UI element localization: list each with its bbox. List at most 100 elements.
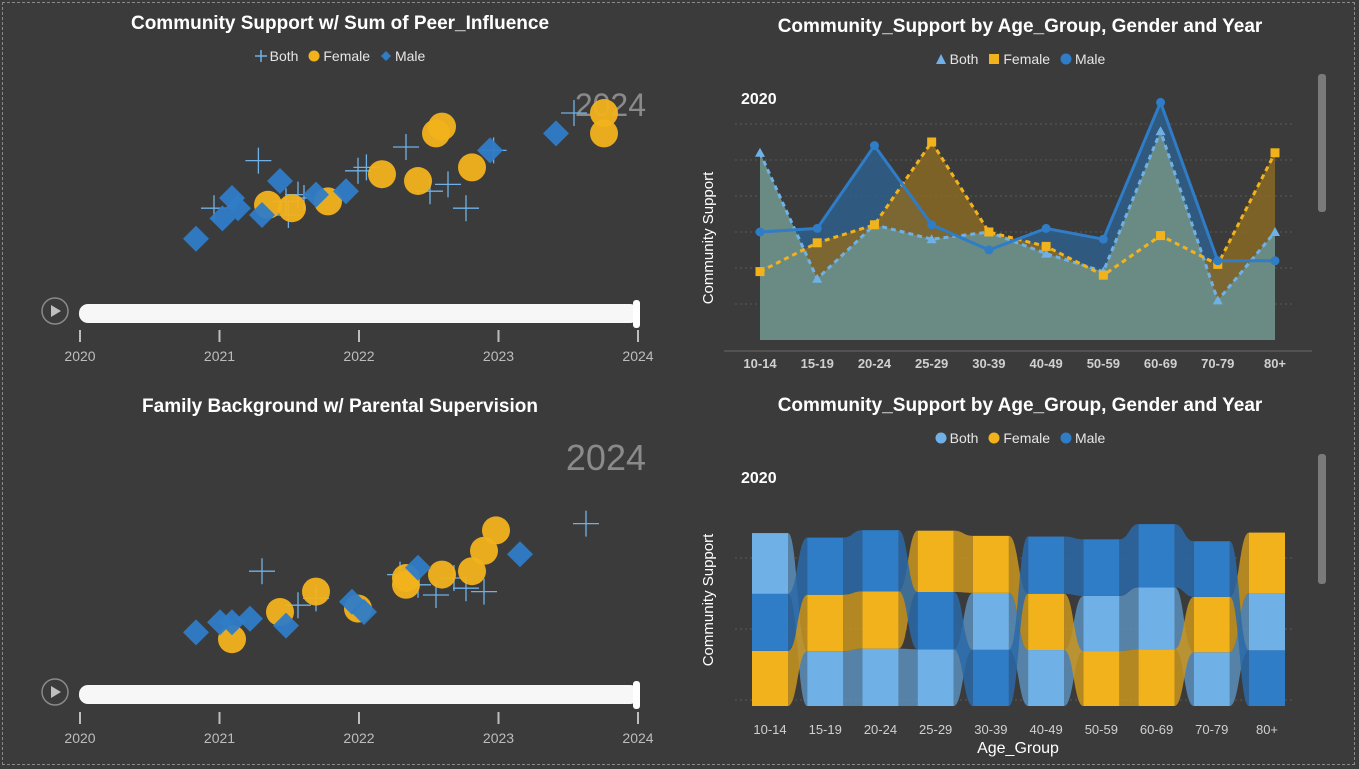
ribbon-male[interactable] [1229, 541, 1249, 706]
data-point-both[interactable] [249, 558, 275, 585]
ribbon-bar-segment-both[interactable] [807, 651, 844, 706]
ribbon-male[interactable] [953, 592, 973, 706]
ribbon-female[interactable] [1174, 596, 1194, 706]
peer-influence-scatter-visual[interactable]: Community Support w/ Sum of Peer_Influen… [10, 8, 670, 380]
data-marker-both[interactable] [1041, 248, 1052, 258]
vertical-scrollbar[interactable] [1318, 74, 1326, 212]
legend-item-female[interactable]: Female [308, 48, 370, 64]
ribbon-bar-segment-male[interactable] [1028, 536, 1065, 594]
series-line-both[interactable] [758, 126, 1277, 304]
data-point-female[interactable] [368, 160, 396, 189]
ribbon-bar-segment-female[interactable] [1083, 651, 1120, 706]
ribbon-bar-segment-female[interactable] [1028, 593, 1065, 651]
ribbon-bar-segment-both[interactable] [752, 533, 788, 594]
parental-supervision-scatter-visual[interactable]: Family Background w/ Parental Supervisio… [10, 388, 670, 760]
data-point-both[interactable] [435, 171, 461, 198]
ribbon-bar-segment-both[interactable] [1083, 595, 1120, 652]
legend-item-male[interactable]: Male [1060, 51, 1105, 67]
ribbon-bar-segment-male[interactable] [1249, 650, 1285, 706]
legend-item-both[interactable]: Both [254, 48, 298, 64]
data-marker-female[interactable] [984, 227, 994, 237]
ribbon-bar-segment-female[interactable] [972, 535, 1009, 593]
data-point-both[interactable] [393, 134, 419, 160]
ribbon-male[interactable] [1064, 536, 1084, 596]
data-marker-male[interactable] [1213, 256, 1223, 266]
data-point-male[interactable] [183, 225, 209, 252]
ribbon-male[interactable] [1008, 536, 1029, 706]
legend-item-both[interactable]: Both [935, 51, 978, 67]
ribbon-both[interactable] [843, 648, 863, 706]
data-point-both[interactable] [561, 100, 587, 126]
play-button[interactable] [41, 678, 69, 706]
data-marker-male[interactable] [927, 220, 937, 230]
play-axis-year-label[interactable]: 2022 [343, 730, 374, 746]
data-point-female[interactable] [278, 194, 306, 223]
legend-item-female[interactable]: Female [988, 430, 1050, 446]
data-point-female[interactable] [218, 625, 246, 654]
play-axis-handle[interactable] [633, 300, 640, 328]
data-marker-female[interactable] [1270, 148, 1280, 158]
data-marker-female[interactable] [755, 267, 765, 277]
ribbon-bar-segment-female[interactable] [752, 650, 788, 706]
ribbon-bar-segment-male[interactable] [1083, 539, 1120, 596]
ribbon-both[interactable] [898, 648, 918, 706]
data-marker-male[interactable] [1156, 97, 1166, 107]
ribbon-bar-segment-both[interactable] [1028, 650, 1065, 706]
data-point-male[interactable] [267, 168, 293, 194]
ribbon-female[interactable] [1064, 593, 1084, 706]
ribbon-bar-segment-both[interactable] [1193, 652, 1230, 706]
data-point-female[interactable] [482, 516, 510, 545]
data-marker-male[interactable] [984, 245, 994, 255]
ribbon-bar-segment-male[interactable] [917, 592, 954, 650]
data-point-male[interactable] [333, 178, 359, 205]
ribbon-bar-segment-male[interactable] [862, 530, 899, 592]
data-point-female[interactable] [302, 577, 330, 606]
data-marker-male[interactable] [1270, 256, 1280, 266]
ribbon-bar-segment-both[interactable] [917, 649, 954, 706]
data-marker-female[interactable] [812, 238, 822, 248]
ribbon-male[interactable] [1119, 524, 1139, 596]
data-point-male[interactable] [225, 195, 251, 222]
data-marker-both[interactable] [1155, 126, 1166, 136]
data-marker-male[interactable] [1041, 223, 1051, 233]
ribbon-male[interactable] [1174, 524, 1194, 597]
data-marker-both[interactable] [926, 234, 937, 244]
ribbon-female[interactable] [843, 591, 863, 652]
ribbon-male[interactable] [843, 530, 863, 595]
data-point-both[interactable] [573, 510, 599, 537]
legend-item-female[interactable]: Female [988, 51, 1050, 67]
data-point-male[interactable] [183, 619, 209, 646]
data-point-male[interactable] [219, 609, 245, 636]
ribbon-bar-segment-female[interactable] [862, 591, 899, 649]
ribbon-female[interactable] [1229, 532, 1249, 653]
play-axis-year-label[interactable]: 2023 [483, 730, 514, 746]
ribbon-bar-segment-male[interactable] [1138, 524, 1175, 588]
data-point-female[interactable] [428, 112, 456, 141]
data-point-male[interactable] [405, 554, 431, 581]
data-point-both[interactable] [245, 147, 272, 174]
data-point-female[interactable] [404, 167, 432, 195]
community-support-area-visual[interactable]: Community_Support by Age_Group, Gender a… [690, 8, 1350, 380]
ribbon-bar-segment-male[interactable] [807, 537, 844, 595]
data-point-male[interactable] [477, 137, 503, 164]
series-line-male[interactable] [759, 98, 1275, 263]
play-axis-year-label[interactable]: 2020 [64, 348, 95, 364]
community-support-ribbon-visual[interactable]: Community_Support by Age_Group, Gender a… [690, 388, 1350, 760]
ribbon-bar-segment-male[interactable] [1193, 541, 1230, 597]
data-point-male[interactable] [237, 605, 263, 632]
area-plot[interactable]: 2020 Community Support 10-14 15-19 20-24 25… [690, 8, 1350, 380]
ribbon-bar-segment-female[interactable] [807, 594, 844, 652]
ribbon-bar-segment-male[interactable] [972, 649, 1009, 706]
data-point-female[interactable] [458, 153, 486, 182]
ribbon-female[interactable] [1008, 535, 1029, 651]
legend-item-male[interactable]: Male [1060, 430, 1105, 446]
play-axis-track[interactable] [79, 685, 639, 704]
ribbon-bar-segment-both[interactable] [972, 592, 1009, 650]
play-axis-year-label[interactable]: 2023 [483, 348, 514, 364]
ribbon-female[interactable] [788, 594, 808, 706]
ribbon-bar-segment-both[interactable] [1249, 593, 1285, 651]
data-marker-both[interactable] [812, 273, 823, 283]
data-point-female[interactable] [590, 119, 618, 148]
ribbon-male[interactable] [788, 537, 808, 651]
data-marker-female[interactable] [869, 220, 879, 230]
